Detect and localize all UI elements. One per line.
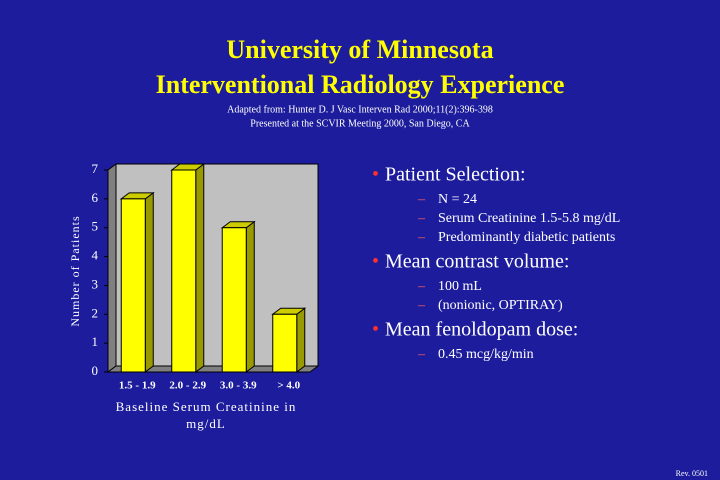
y-tick-label: 5	[92, 219, 99, 234]
bar	[120, 198, 146, 373]
bar	[272, 313, 298, 373]
y-tick-label: 2	[92, 305, 99, 320]
x-tick-label: > 4.0	[277, 380, 300, 392]
source-line: Presented at the SCVIR Meeting 2000, San…	[250, 118, 470, 129]
y-tick-label: 3	[92, 276, 99, 291]
x-axis-label: Baseline Serum Creatinine in	[116, 399, 297, 414]
y-tick-label: 4	[92, 248, 99, 263]
bullet-dot: •	[372, 251, 379, 273]
sub-item: (nonionic, OPTIRAY)	[438, 298, 563, 313]
y-tick-label: 1	[92, 334, 99, 349]
bullet-dot: •	[372, 319, 379, 341]
bullet-text: Mean fenoldopam dose:	[385, 319, 578, 341]
bar-side	[245, 220, 255, 373]
bullet-text: Mean contrast volume:	[385, 251, 569, 273]
title-line: Interventional Radiology Experience	[156, 70, 565, 99]
x-tick-label: 3.0 - 3.9	[220, 380, 257, 392]
x-axis-label: mg/dL	[186, 416, 226, 431]
sub-item: N = 24	[438, 192, 477, 207]
sub-dash: –	[417, 347, 426, 362]
side-wall	[107, 163, 117, 373]
bar-side	[144, 191, 154, 373]
revision: Rev. 0501	[676, 469, 708, 478]
title-line: University of Minnesota	[226, 35, 493, 64]
bar-side	[195, 163, 205, 373]
sub-dash: –	[417, 211, 426, 226]
sub-dash: –	[417, 192, 426, 207]
sub-item: 0.45 mcg/kg/min	[438, 347, 534, 362]
y-tick-label: 7	[92, 161, 99, 176]
y-axis-label: Number of Patients	[68, 215, 82, 326]
bar	[171, 169, 197, 373]
x-tick-label: 1.5 - 1.9	[119, 380, 156, 392]
sub-item: 100 mL	[438, 279, 482, 294]
sub-dash: –	[417, 298, 426, 313]
bar-side	[296, 307, 306, 373]
bullet-dot: •	[372, 164, 379, 186]
y-tick-label: 0	[92, 363, 99, 378]
sub-item: Predominantly diabetic patients	[438, 230, 615, 245]
y-tick-label: 6	[92, 190, 99, 205]
source-line: Adapted from: Hunter D. J Vasc Interven …	[227, 104, 493, 115]
bullet-text: Patient Selection:	[385, 164, 526, 186]
sub-dash: –	[417, 230, 426, 245]
sub-item: Serum Creatinine 1.5-5.8 mg/dL	[438, 211, 620, 226]
sub-dash: –	[417, 279, 426, 294]
bar	[221, 227, 247, 373]
x-tick-label: 2.0 - 2.9	[169, 380, 206, 392]
